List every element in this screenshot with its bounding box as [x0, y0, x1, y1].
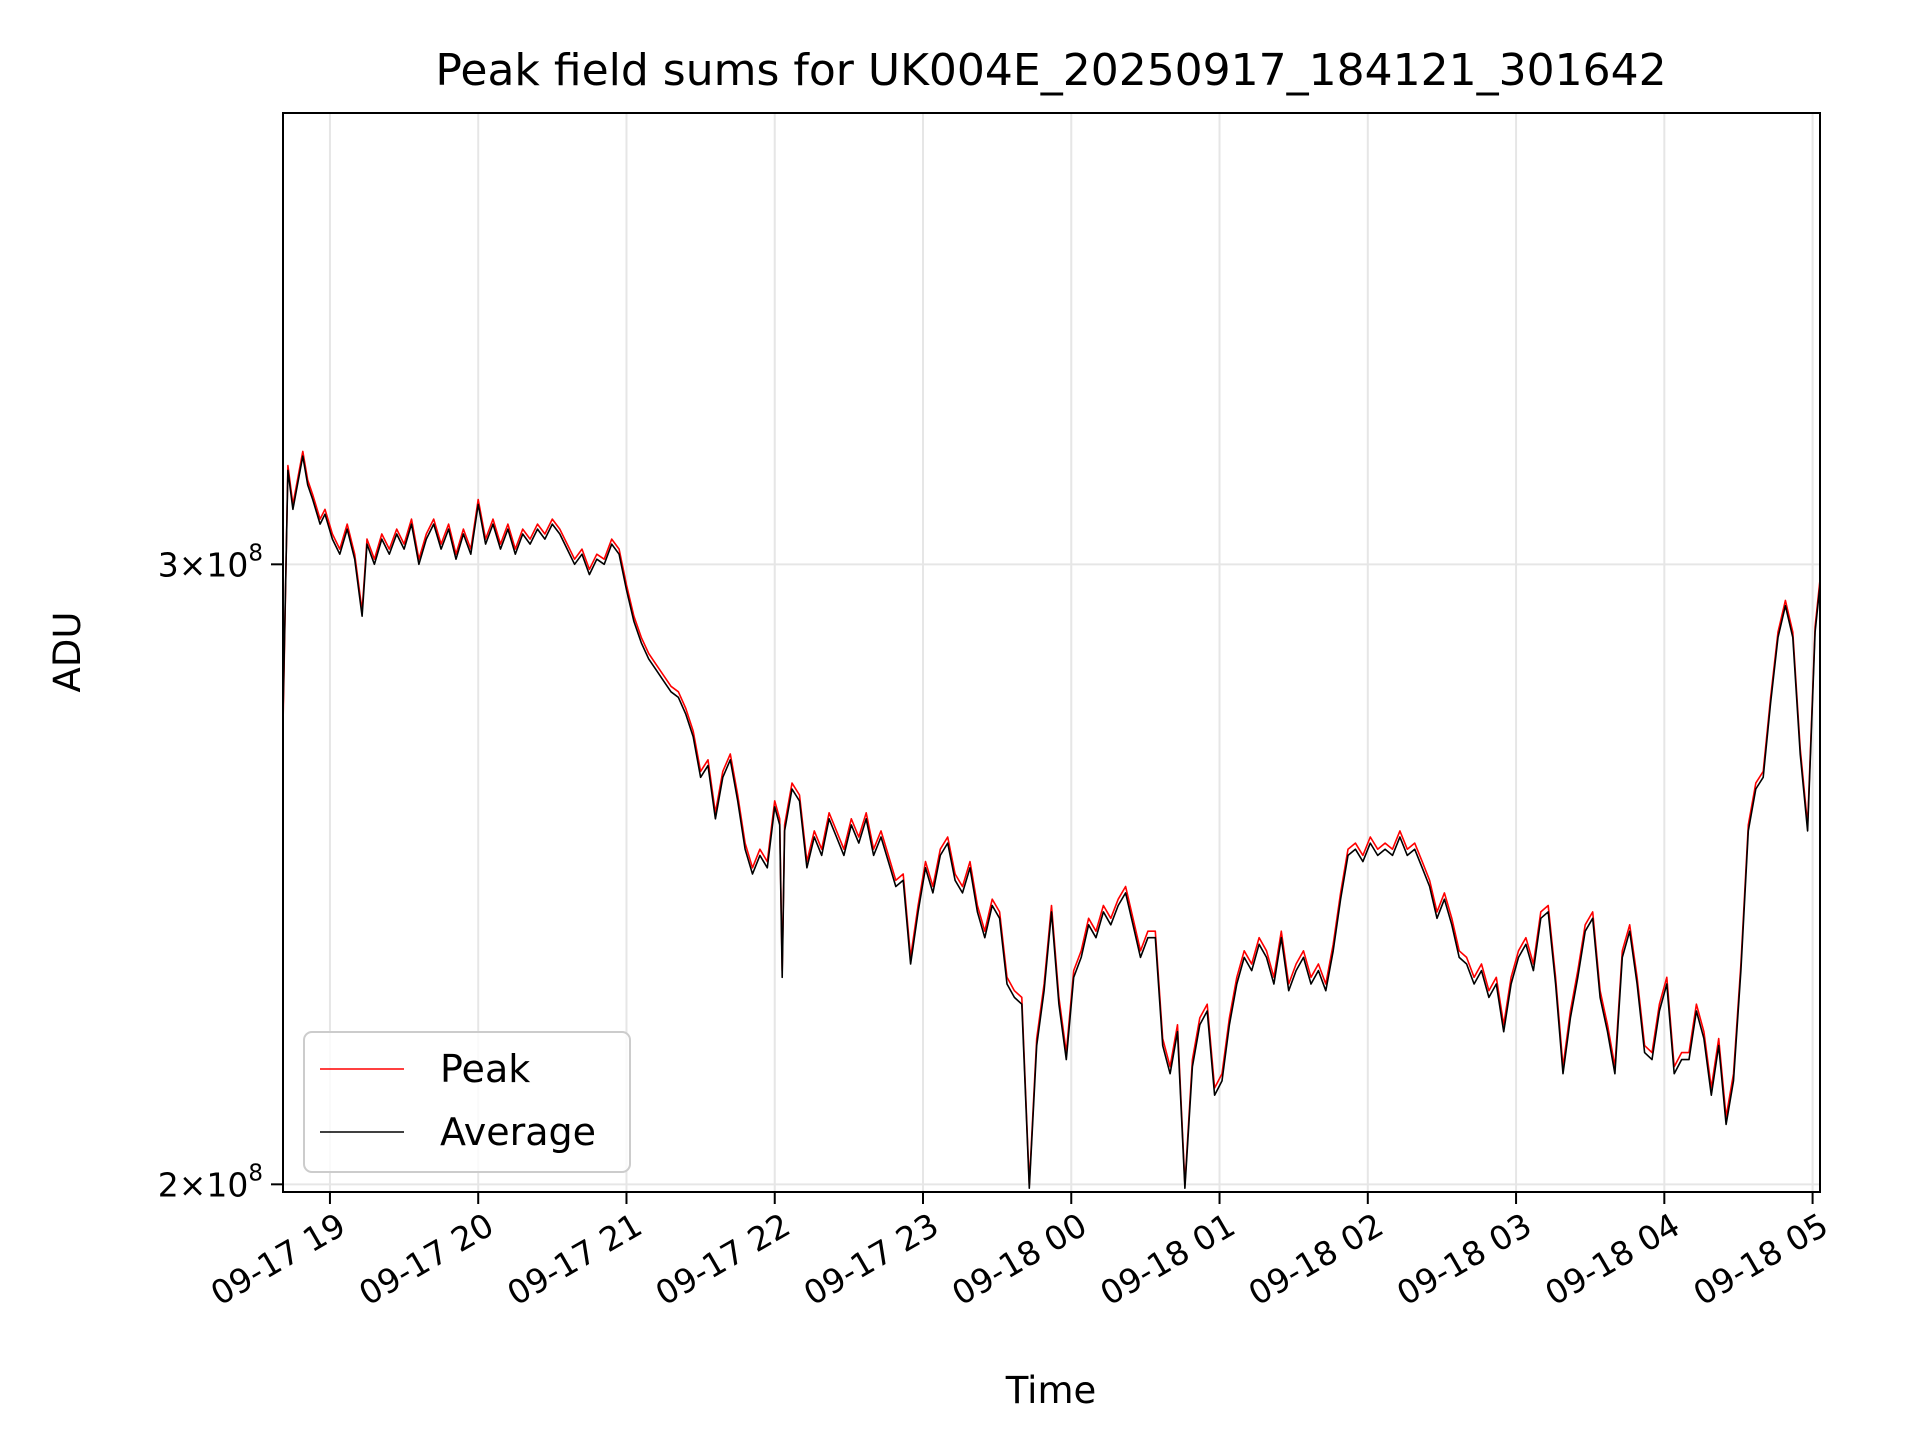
plot-frame	[282, 112, 1821, 1193]
y-tick-mantissa: 2	[158, 1165, 179, 1204]
chart-title: Peak field sums for UK004E_20250917_1841…	[435, 45, 1666, 96]
x-axis-label: Time	[1005, 1369, 1097, 1412]
series-line-average	[283, 455, 1820, 1189]
legend: Peak Average	[303, 1031, 631, 1173]
legend-label-peak: Peak	[440, 1047, 530, 1091]
y-tick-label: 2×108	[158, 1160, 263, 1204]
y-axis-label: ADU	[46, 612, 89, 693]
y-tick-base: 10	[206, 1165, 248, 1204]
y-tick-mantissa: 3	[158, 545, 179, 584]
y-tick-base: 10	[206, 545, 248, 584]
legend-box	[303, 1031, 631, 1173]
plot-lines	[283, 450, 1820, 1189]
y-tick-label: 3×108	[158, 540, 263, 584]
gridlines	[283, 113, 1820, 1192]
y-tick-exponent: 8	[248, 540, 263, 566]
y-tick-times: ×	[179, 545, 207, 584]
y-tick-times: ×	[179, 1165, 207, 1204]
legend-label-average: Average	[440, 1110, 596, 1154]
y-tick-exponent: 8	[248, 1160, 263, 1186]
